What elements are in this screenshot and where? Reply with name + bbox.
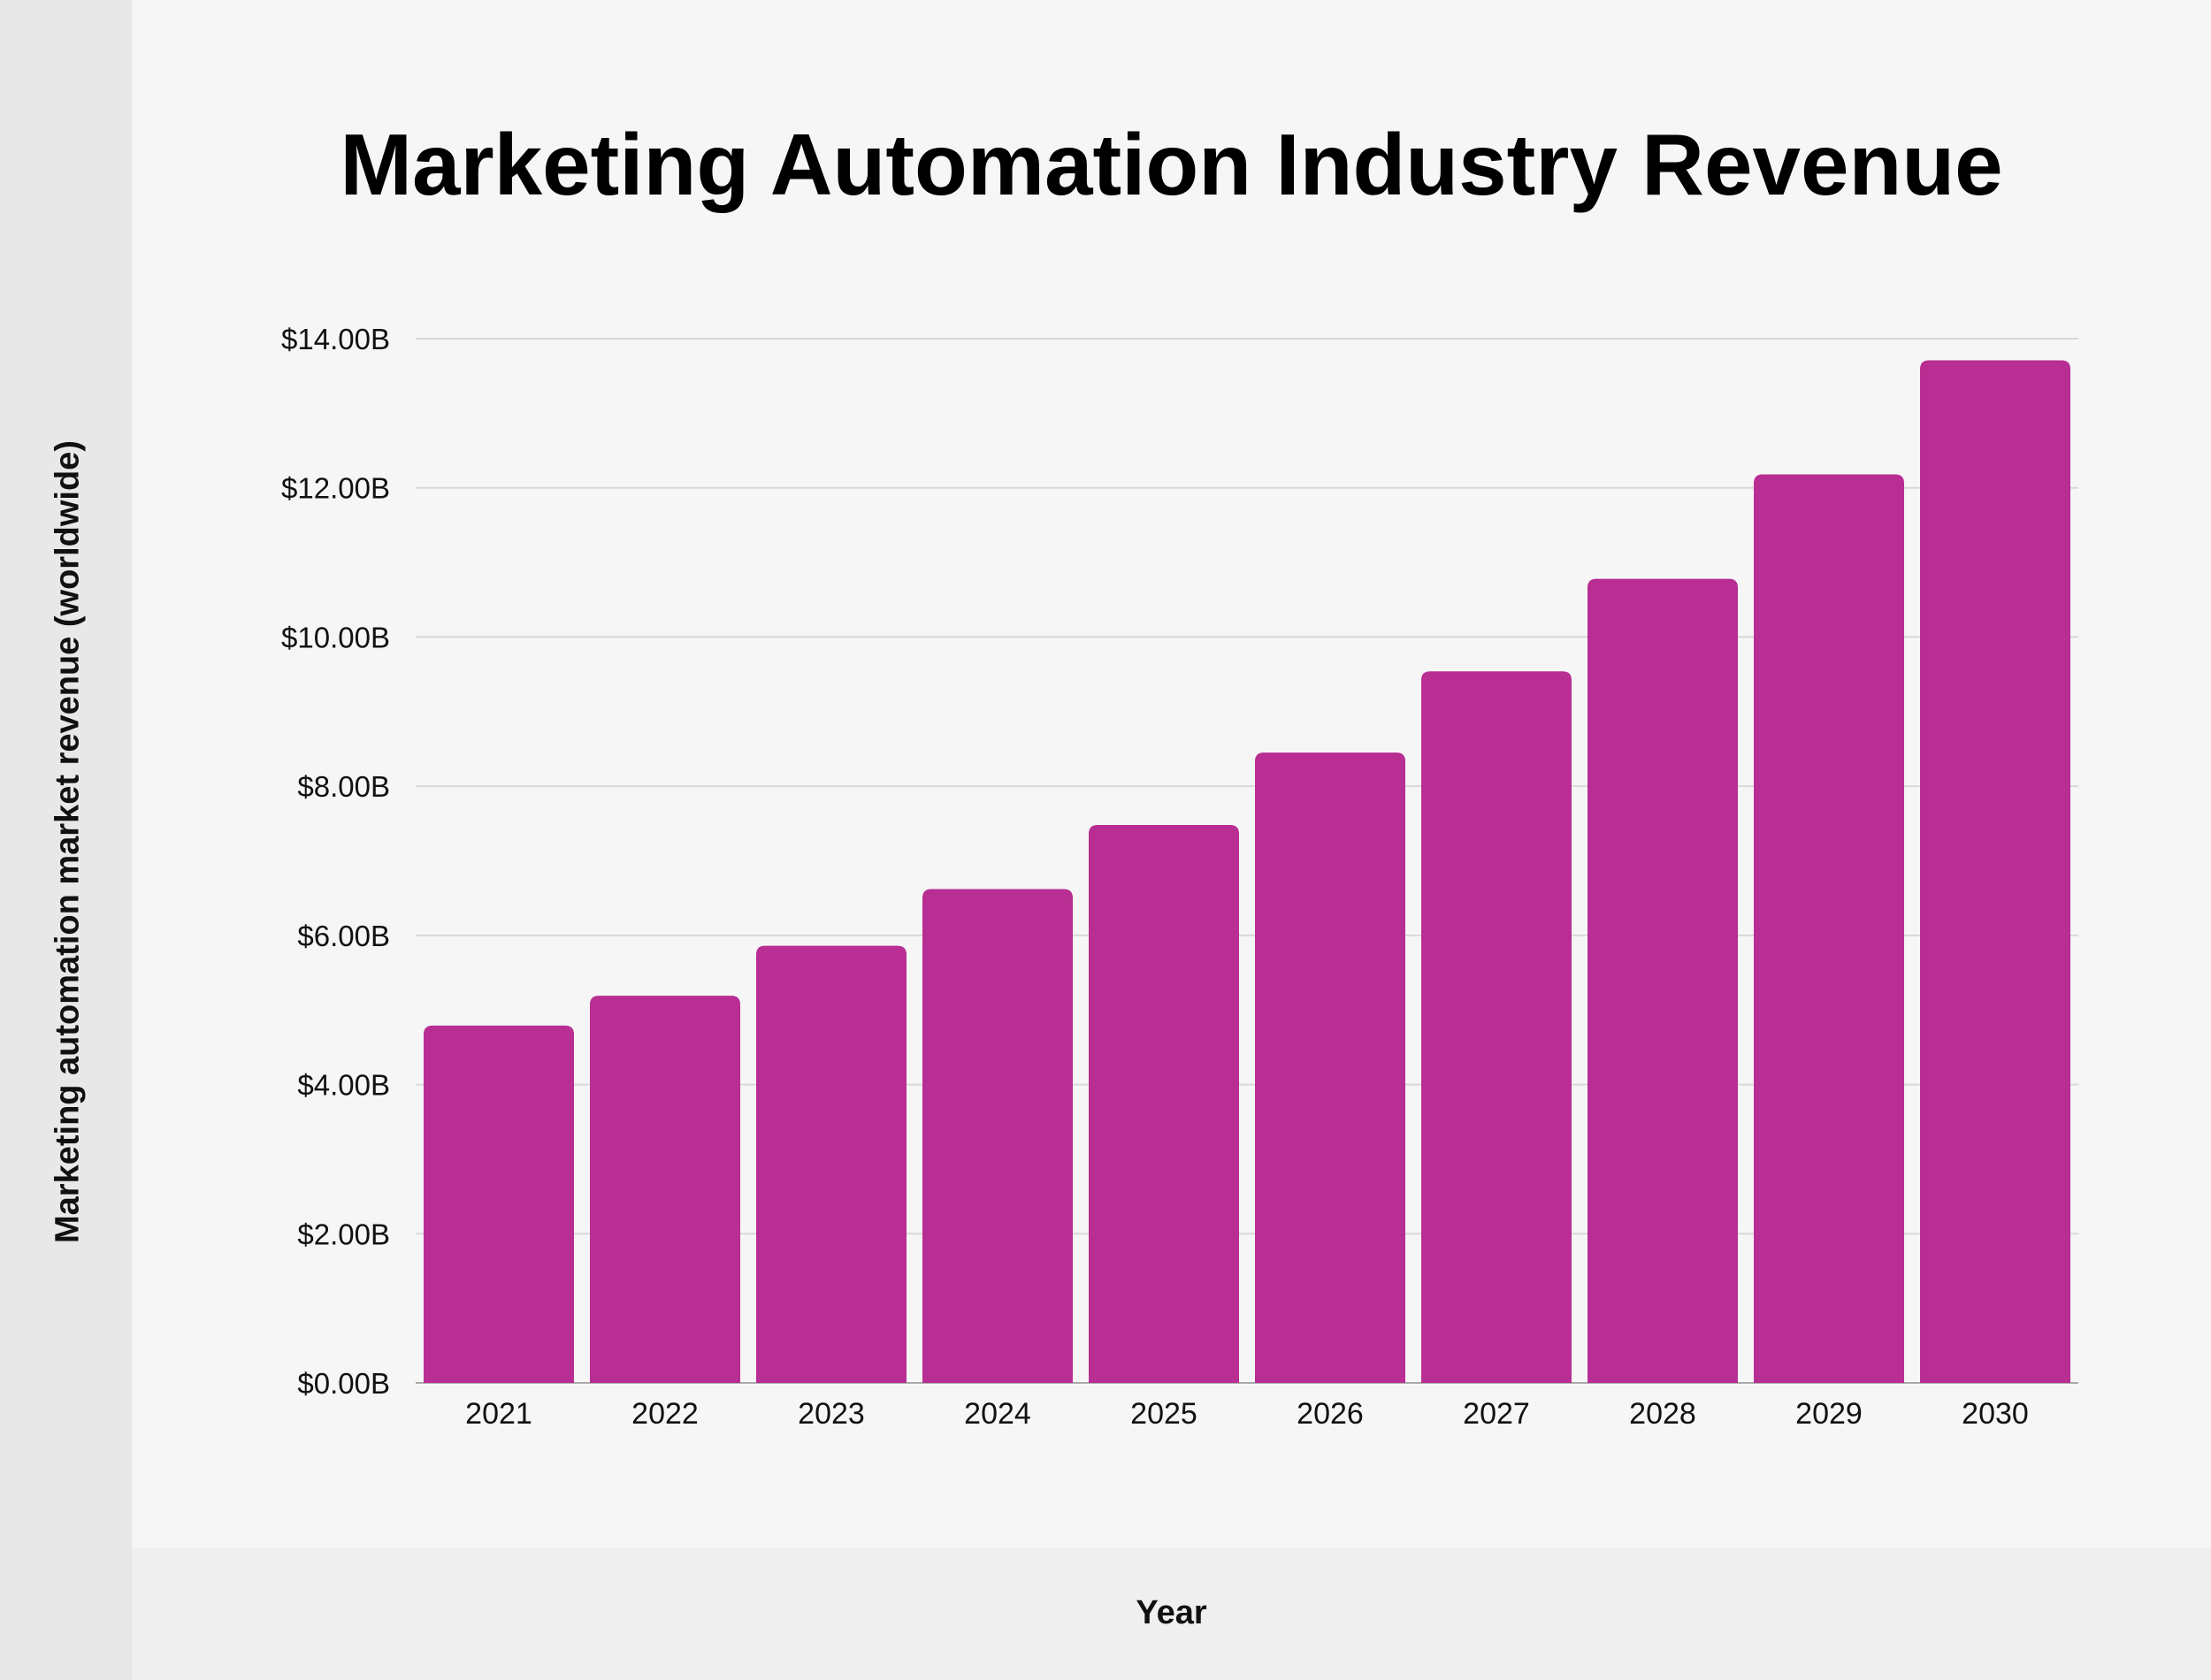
y-tick-label: $8.00B	[297, 770, 390, 803]
bar-2026	[1255, 752, 1405, 1383]
x-axis-label: Year	[1136, 1594, 1207, 1631]
x-tick-label: 2025	[1130, 1397, 1197, 1431]
x-tick-label: 2028	[1629, 1397, 1696, 1431]
bar-2025	[1089, 825, 1239, 1383]
x-tick-label: 2024	[964, 1397, 1031, 1431]
x-tick-label: 2030	[1962, 1397, 2029, 1431]
bar-2021	[424, 1025, 574, 1383]
y-tick-label: $12.00B	[281, 472, 390, 505]
x-tick-label: 2027	[1463, 1397, 1530, 1431]
x-tick-label: 2029	[1795, 1397, 1863, 1431]
y-tick-label: $6.00B	[297, 920, 390, 952]
chart-title: Marketing Automation Industry Revenue	[340, 116, 2003, 213]
y-tick-label: $14.00B	[281, 323, 390, 355]
y-tick-label: $0.00B	[297, 1367, 390, 1400]
y-tick-label: $4.00B	[297, 1069, 390, 1102]
x-tick-label: 2021	[465, 1397, 532, 1431]
y-tick-label: $10.00B	[281, 621, 390, 653]
y-tick-label: $2.00B	[297, 1218, 390, 1250]
bar-2024	[922, 889, 1073, 1383]
bar-2027	[1421, 671, 1572, 1383]
x-tick-label: 2022	[631, 1397, 699, 1431]
left-panel	[0, 0, 132, 1680]
bar-2030	[1920, 360, 2070, 1383]
bar-2023	[756, 945, 907, 1383]
x-tick-label: 2026	[1297, 1397, 1364, 1431]
bar-2028	[1587, 578, 1738, 1383]
bottom-band	[132, 1548, 2211, 1680]
x-tick-label: 2023	[798, 1397, 865, 1431]
bar-2029	[1754, 474, 1904, 1383]
bar-2022	[590, 996, 740, 1383]
